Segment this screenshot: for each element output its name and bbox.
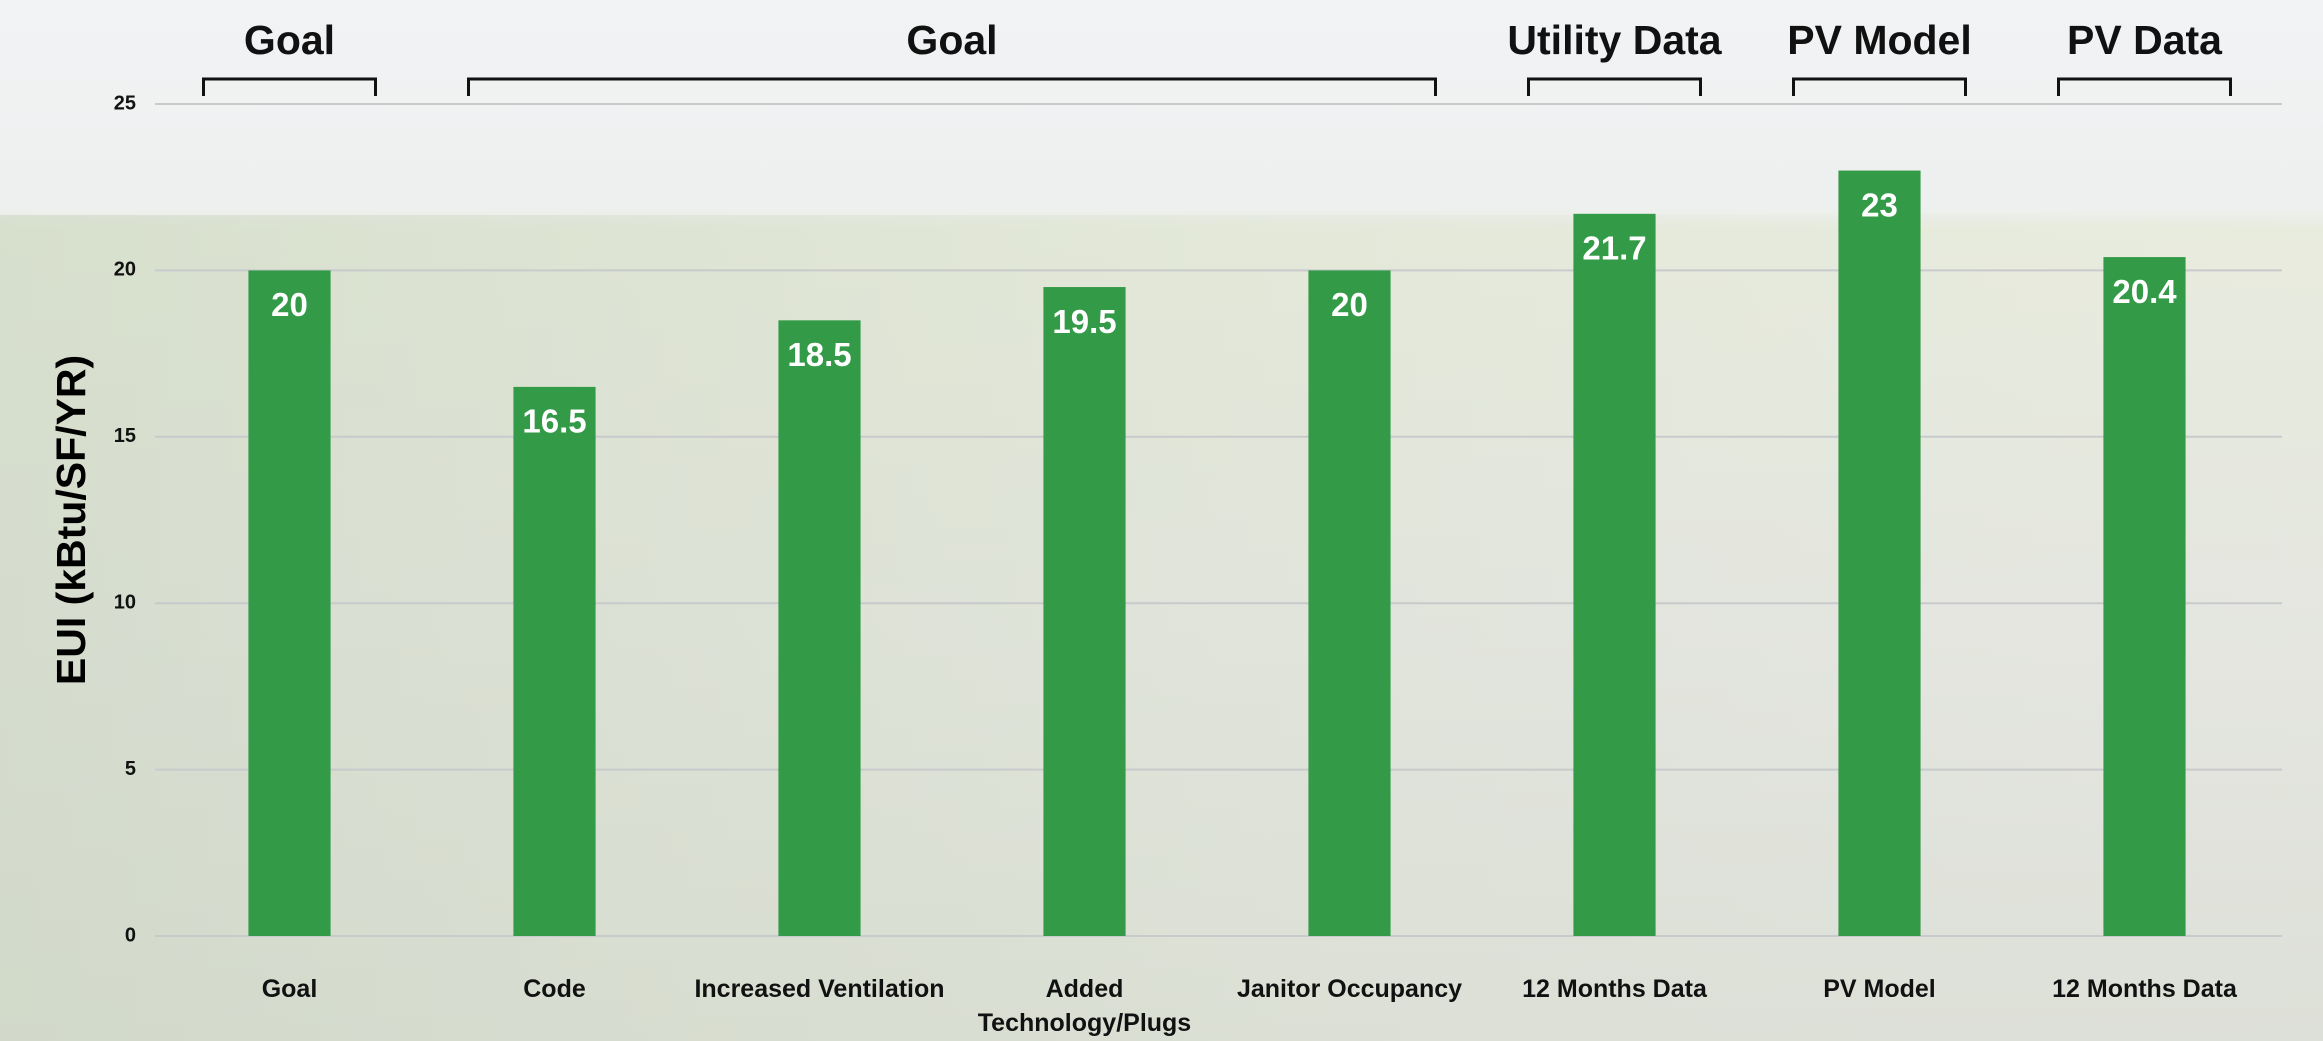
- background-photo: [0, 215, 2323, 1041]
- x-tick-label-box: Added Technology/Plugs: [977, 975, 1192, 1037]
- bar: [248, 270, 331, 936]
- group-bracket: [2057, 77, 2232, 96]
- group-bracket: [1792, 77, 1967, 96]
- value-label: 20: [1331, 286, 1368, 323]
- y-tick-label: 0: [125, 924, 136, 946]
- y-axis-label: EUI (kBtu/SF/YR): [48, 355, 94, 685]
- group-label: Utility Data: [1507, 17, 1722, 63]
- bar: [1838, 170, 1921, 936]
- x-tick-label: Added Technology/Plugs: [977, 975, 1192, 1037]
- x-tick-label-box: Janitor Occupancy: [1236, 975, 1463, 1003]
- x-tick-label: Code: [523, 975, 586, 1003]
- value-label: 16.5: [522, 403, 586, 440]
- x-tick-label-box: 12 Months Data: [1522, 975, 1707, 1003]
- x-tick-label-box: Code: [523, 975, 586, 1003]
- group-label: PV Data: [2067, 17, 2223, 63]
- x-tick-label-box: Increased Ventilation: [694, 975, 945, 1003]
- value-label: 19.5: [1052, 303, 1116, 340]
- x-tick-label: Increased Ventilation: [694, 975, 945, 1003]
- x-tick-label-box: Goal: [261, 975, 318, 1003]
- x-tick-label: Goal: [261, 975, 318, 1003]
- x-tick-label-box: PV Model: [1823, 975, 1936, 1003]
- bar: [1043, 287, 1126, 936]
- x-tick-label: PV Model: [1823, 975, 1936, 1003]
- bar: [1573, 213, 1656, 937]
- bar: [1308, 270, 1391, 936]
- y-tick-label: 25: [114, 92, 136, 114]
- y-tick-label: 5: [125, 758, 136, 780]
- x-tick-label: 12 Months Data: [1522, 975, 1707, 1003]
- y-tick-label: 20: [114, 259, 136, 281]
- value-label: 20.4: [2112, 273, 2177, 310]
- group-label: PV Model: [1787, 17, 1972, 63]
- y-tick-label: 15: [114, 425, 136, 447]
- y-tick-label: 10: [114, 591, 136, 613]
- x-tick-label: Janitor Occupancy: [1236, 975, 1463, 1003]
- value-label: 23: [1861, 186, 1898, 223]
- bar: [778, 320, 861, 936]
- bar: [2103, 257, 2186, 936]
- group-bracket: [202, 77, 377, 96]
- value-label: 18.5: [787, 336, 851, 373]
- group-bracket: [467, 77, 1437, 96]
- group-label: Goal: [244, 17, 335, 63]
- x-tick-label-box: 12 Months Data: [2052, 975, 2237, 1003]
- value-label: 20: [271, 286, 308, 323]
- value-label: 21.7: [1582, 230, 1646, 267]
- x-tick-label: 12 Months Data: [2052, 975, 2237, 1003]
- group-label: Goal: [906, 17, 997, 63]
- group-bracket: [1527, 77, 1702, 96]
- bar: [513, 386, 596, 936]
